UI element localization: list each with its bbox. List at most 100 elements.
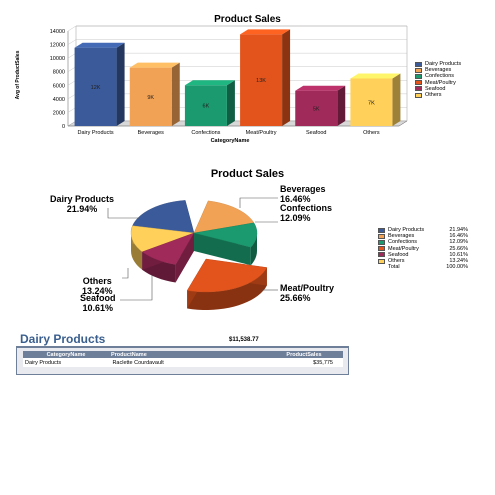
bar-category-label: Seafood — [306, 130, 327, 136]
bar-dairy — [74, 47, 117, 126]
pie-chart-svg — [107, 197, 278, 310]
bar-chart-y-tick-label: 4000 — [53, 97, 65, 103]
group-underline — [16, 346, 349, 347]
pie-label-dairy: Dairy Products 21.94% — [50, 194, 115, 214]
pie-legend-item: Confections 12.09% — [378, 239, 468, 245]
bar-chart-y-tick-label: 12000 — [50, 43, 65, 49]
bar-chart-y-tick-label: 0 — [62, 124, 65, 130]
legend-swatch — [415, 67, 422, 73]
pie-legend-item: Beverages 16.46% — [378, 233, 468, 239]
bar-data-label: 6K — [203, 104, 210, 110]
pie-slice-beverages — [193, 200, 255, 234]
legend-label: Beverages — [388, 233, 415, 240]
bar-data-label: 12K — [91, 85, 101, 91]
bar-chart-y-tick-label: 6000 — [53, 83, 65, 89]
bar-side-meat — [282, 29, 291, 127]
legend-swatch — [415, 61, 422, 67]
pie-legend-item: Seafood 10.61% — [378, 252, 468, 258]
pie-leader-line — [107, 208, 140, 219]
legend-label: Seafood — [388, 251, 409, 258]
bar-chart-ylabel: Avg of ProductSales — [15, 50, 21, 100]
bar-data-label: 9K — [147, 95, 154, 101]
bar-beverages — [129, 67, 172, 126]
legend-percent: 13.24% — [449, 258, 468, 265]
legend-swatch — [415, 73, 422, 79]
pie-legend-item: Dairy Products 21.94% — [378, 227, 468, 233]
legend-label: Dairy Products — [425, 61, 462, 68]
pie-leader-line — [122, 268, 129, 279]
pie-side-others — [131, 233, 143, 270]
legend-percent: 10.61% — [449, 251, 468, 258]
legend-swatch — [378, 227, 385, 233]
bar-data-label: 13K — [256, 78, 266, 84]
table-header: CategoryName ProductName ProductSales — [23, 351, 343, 358]
legend-label: Beverages — [425, 67, 452, 74]
column-header-categoryname[interactable]: CategoryName — [46, 351, 86, 358]
bar-chart-y-tick-label: 8000 — [53, 70, 65, 76]
pie-side-confections — [250, 233, 257, 266]
bar-confections — [184, 85, 227, 126]
bar-meat — [240, 34, 283, 127]
bar-side-others — [392, 73, 401, 126]
legend-swatch — [378, 246, 385, 252]
bar-top-beverages — [129, 62, 180, 68]
pie-leader-line — [120, 275, 153, 301]
legend-label: Dairy Products — [388, 227, 425, 234]
bar-top-confections — [184, 80, 235, 86]
pie-legend-item: Meat/Poultry 25.66% — [378, 246, 468, 252]
bar-top-dairy — [74, 42, 125, 48]
report-section: Dairy Products $11,538.77 CategoryName P… — [16, 330, 351, 375]
group-total: $11,538.77 — [229, 337, 259, 343]
bar-top-others — [350, 73, 401, 79]
bar-chart-svg: 0 2000 4000 6000 8000 10000 12000 14000 12K Dairy… — [50, 25, 408, 136]
pie-label-beverages: Beverages 16.46% — [280, 184, 326, 204]
bar-chart-y-tick-label: 2000 — [53, 110, 65, 116]
bar-legend-item: Dairy Products — [415, 61, 461, 67]
legend-swatch — [378, 239, 385, 245]
legend-total-label: Total — [388, 264, 400, 271]
bar-category-label: Meat/Poultry — [246, 130, 277, 136]
pie-legend-item: Others 13.24% — [378, 258, 468, 264]
cell-productsales: $35,775 — [313, 359, 333, 366]
bar-seafood — [295, 90, 338, 126]
bar-chart-gridline — [67, 39, 77, 45]
legend-swatch — [415, 80, 422, 86]
report-table: CategoryName ProductName ProductSales Da… — [16, 347, 349, 375]
legend-label: Confections — [425, 73, 455, 80]
bar-chart-floor-edge — [398, 120, 408, 127]
legend-label: Others — [425, 92, 442, 99]
pie-chart-legend: Dairy Products 21.94% Beverages 16.46% Confe… — [378, 227, 468, 270]
bar-top-seafood — [295, 85, 346, 91]
legend-label: Confections — [388, 239, 418, 246]
legend-label: Meat/Poultry — [388, 245, 419, 252]
pie-slice-meat — [186, 258, 268, 293]
pie-wall-confections — [194, 233, 251, 266]
bar-legend-item: Others — [415, 92, 461, 98]
bar-side-confections — [226, 80, 235, 126]
pie-label-confections: Confections 12.09% — [280, 203, 333, 223]
column-header-productsales[interactable]: ProductSales — [286, 351, 322, 358]
bar-data-label: 7K — [368, 100, 375, 106]
bar-side-seafood — [337, 85, 346, 126]
column-header-productname[interactable]: ProductName — [111, 351, 147, 358]
pie-chart-title: Product Sales — [210, 168, 285, 180]
pie-chart-panel: Product Sales Dairy Products 21.94% Bever… — [0, 160, 495, 320]
legend-swatch — [415, 92, 422, 98]
bar-legend-item: Seafood — [415, 86, 461, 92]
legend-percent: 12.09% — [449, 239, 468, 246]
legend-swatch — [378, 252, 385, 258]
bar-side-dairy — [116, 42, 125, 126]
bar-chart-panel: Product Sales 0 2000 4000 6000 8000 10000 1200… — [0, 0, 495, 160]
pie-slice-others — [130, 225, 195, 253]
bar-side-beverages — [171, 62, 180, 126]
bar-top-meat — [240, 29, 291, 35]
bar-category-label: Others — [363, 130, 380, 136]
pie-legend-total: Total 100.00% — [378, 264, 468, 270]
group-title: Dairy Products — [20, 332, 106, 346]
legend-percent: 25.66% — [449, 245, 468, 252]
legend-swatch — [378, 233, 385, 239]
pie-slice-seafood — [141, 232, 195, 265]
bar-chart-legend: Dairy Products Beverages Confections Meat/P… — [415, 61, 461, 98]
bar-others — [350, 78, 393, 126]
legend-swatch — [415, 86, 422, 92]
